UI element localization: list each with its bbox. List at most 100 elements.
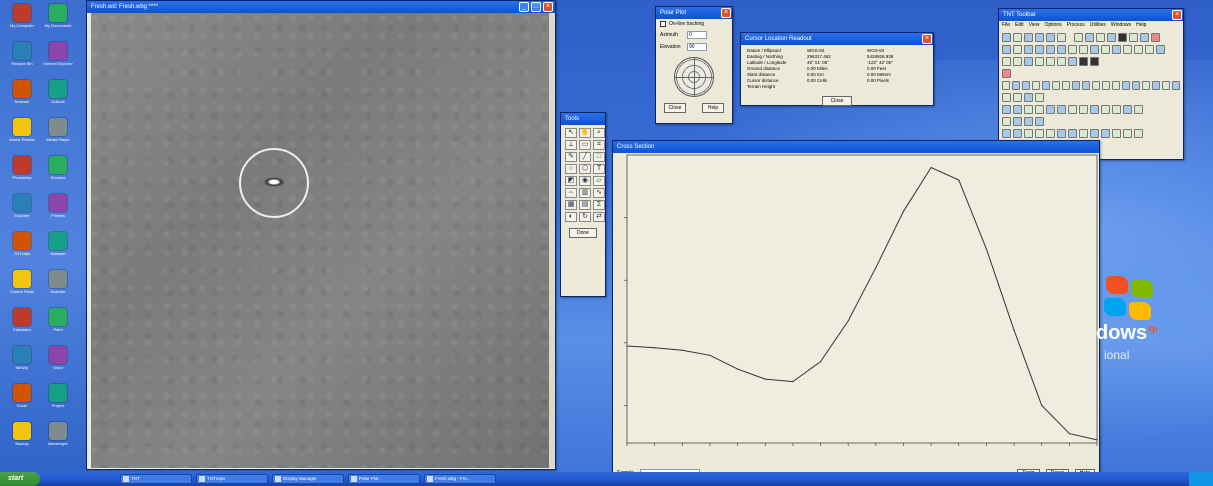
toolbar-button-icon[interactable] [1079,45,1088,54]
select-icon[interactable]: ▭ [579,140,591,150]
toolbar-button-icon[interactable] [1062,81,1070,90]
tools-done-button[interactable]: Done [569,228,597,238]
toolbar-button-icon[interactable] [1092,81,1100,90]
toolbar-button-icon[interactable] [1129,33,1138,42]
toolbar-button-icon[interactable] [1107,33,1116,42]
polar-titlebar[interactable]: Polar Plot × [656,7,732,19]
toolbar-button-icon[interactable] [1013,117,1022,126]
toolbar-button-icon[interactable] [1035,105,1044,114]
toolbar-button-icon[interactable] [1068,105,1077,114]
toolbar-button-icon[interactable] [1002,105,1011,114]
toolbar-button-icon[interactable] [1002,129,1011,138]
toolbar-button-icon[interactable] [1046,57,1055,66]
polar-help-button[interactable]: Help [702,103,724,113]
toolbar-button-icon[interactable] [1079,57,1088,66]
taskbar-task[interactable]: Polar Plot [348,474,420,484]
toolbar-button-icon[interactable] [1101,105,1110,114]
toolbar-button-icon[interactable] [1057,45,1066,54]
toolbar-button-icon[interactable] [1046,45,1055,54]
rect-icon[interactable]: □ [593,152,605,162]
desktop-icon[interactable]: Shortcut [40,156,76,192]
desktop-icon[interactable]: My Computer [4,4,40,40]
desktop-icon[interactable]: Backup [4,422,40,458]
menu-item-options[interactable]: Options [1044,22,1061,28]
image-window-titlebar[interactable]: Fresh.wd: Fresh.wbg **** _ □ × [87,1,555,13]
toolbar-button-icon[interactable] [1112,81,1120,90]
toolbar-button-icon[interactable] [1035,45,1044,54]
vertical-scrollbar[interactable] [549,13,555,468]
toolbar-button-icon[interactable] [1057,57,1066,66]
pen-icon[interactable]: ✎ [565,152,577,162]
menu-item-utilities[interactable]: Utilities [1090,22,1106,28]
toolbar-button-icon[interactable] [1082,81,1090,90]
toolbar-button-icon[interactable] [1090,57,1099,66]
fill-icon[interactable]: ◩ [565,176,577,186]
menu-item-process[interactable]: Process [1067,22,1085,28]
menu-item-help[interactable]: Help [1136,22,1146,28]
rotate-icon[interactable]: ↻ [579,212,591,222]
taskbar-task[interactable]: Fresh.wbg - Fre... [424,474,496,484]
toolbar-button-icon[interactable] [1022,81,1030,90]
ruler-icon[interactable]: ⟂ [565,140,577,150]
crop-icon[interactable]: ⌗ [593,140,605,150]
desktop-icon[interactable]: Project [40,384,76,420]
toolbar-button-icon[interactable] [1024,129,1033,138]
toolbar-button-icon[interactable] [1046,129,1055,138]
toolbar-button-icon[interactable] [1057,129,1066,138]
profile-chart[interactable] [613,153,1099,467]
toolbar-titlebar[interactable]: TNT Toolbar × [999,9,1183,21]
desktop-icon[interactable]: TNTmips [4,232,40,268]
toolbar-button-icon[interactable] [1013,105,1022,114]
toolbar-button-icon[interactable] [1102,81,1110,90]
measure-icon[interactable]: ⇔ [565,188,577,198]
toolbar-button-icon[interactable] [1012,81,1020,90]
toolbar-button-icon[interactable] [1035,117,1044,126]
menu-item-windows[interactable]: Windows [1111,22,1131,28]
toolbar-button-icon[interactable] [1068,57,1077,66]
polar-close-button[interactable]: Close [664,103,686,113]
elevation-input[interactable]: 90 [687,43,707,51]
toolbar-button-icon[interactable] [1002,45,1011,54]
toolbar-button-icon[interactable] [1132,81,1140,90]
toolbar-button-icon[interactable] [1096,33,1105,42]
toolbar-button-icon[interactable] [1024,45,1033,54]
desktop-icon[interactable]: Photoshop [4,156,40,192]
hand-icon[interactable]: ✋ [579,128,591,138]
toolbar-button-icon[interactable] [1134,45,1143,54]
menu-item-file[interactable]: File [1002,22,1010,28]
toolbar-button-icon[interactable] [1057,105,1066,114]
toolbar-button-icon[interactable] [1172,81,1180,90]
toolbar-button-icon[interactable] [1151,33,1160,42]
info-titlebar[interactable]: Cursor Location Readout × [741,33,933,45]
toolbar-button-icon[interactable] [1112,105,1121,114]
toolbar-button-icon[interactable] [1046,33,1055,42]
toolbar-button-icon[interactable] [1002,81,1010,90]
toolbar-button-icon[interactable] [1013,33,1022,42]
tools-titlebar[interactable]: Tools [561,113,605,125]
toolbar-button-icon[interactable] [1035,33,1044,42]
toolbar-button-icon[interactable] [1134,105,1143,114]
profile-icon[interactable]: ∿ [593,188,605,198]
toolbar-button-icon[interactable] [1013,129,1022,138]
toolbar-button-icon[interactable] [1013,57,1022,66]
toolbar-button-icon[interactable] [1074,33,1083,42]
desktop-icon[interactable]: Scanner [40,270,76,306]
desktop-icon[interactable]: Paint [40,308,76,344]
desktop-icon[interactable]: My Documents [40,4,76,40]
toolbar-button-icon[interactable] [1156,45,1165,54]
toolbar-button-icon[interactable] [1112,129,1121,138]
toolbar-button-icon[interactable] [1152,81,1160,90]
toolbar-button-icon[interactable] [1101,45,1110,54]
toolbar-button-icon[interactable] [1024,117,1033,126]
desktop-icon[interactable]: Excel [4,384,40,420]
toolbar-button-icon[interactable] [1090,105,1099,114]
toolbar-button-icon[interactable] [1024,93,1033,102]
menu-item-view[interactable]: View [1029,22,1040,28]
filter-icon[interactable]: ▤ [579,200,591,210]
desktop-icon[interactable]: Word [40,346,76,382]
toolbar-button-icon[interactable] [1002,33,1011,42]
toolbar-button-icon[interactable] [1013,45,1022,54]
azimuth-input[interactable]: 0 [687,31,707,39]
close-icon[interactable]: × [1172,10,1182,20]
polar-wheel[interactable] [674,57,714,97]
